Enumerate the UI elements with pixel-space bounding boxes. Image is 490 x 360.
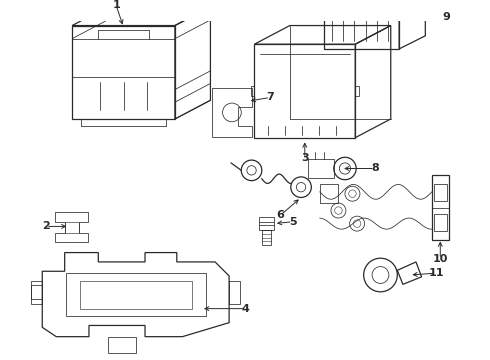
Text: 5: 5 — [289, 217, 296, 227]
Text: 7: 7 — [267, 93, 274, 103]
Text: 3: 3 — [301, 153, 309, 163]
Text: 8: 8 — [371, 163, 379, 174]
Bar — [65, 222, 79, 233]
Text: 2: 2 — [42, 221, 50, 231]
Bar — [434, 184, 447, 201]
Bar — [434, 214, 447, 231]
Bar — [156, 0, 164, 7]
Text: 6: 6 — [276, 210, 284, 220]
Text: 10: 10 — [433, 254, 448, 264]
Text: 11: 11 — [429, 268, 444, 278]
Bar — [116, 0, 123, 7]
Text: 1: 1 — [112, 0, 120, 10]
Bar — [31, 285, 42, 299]
Text: 9: 9 — [442, 12, 450, 22]
Text: 4: 4 — [242, 303, 250, 314]
